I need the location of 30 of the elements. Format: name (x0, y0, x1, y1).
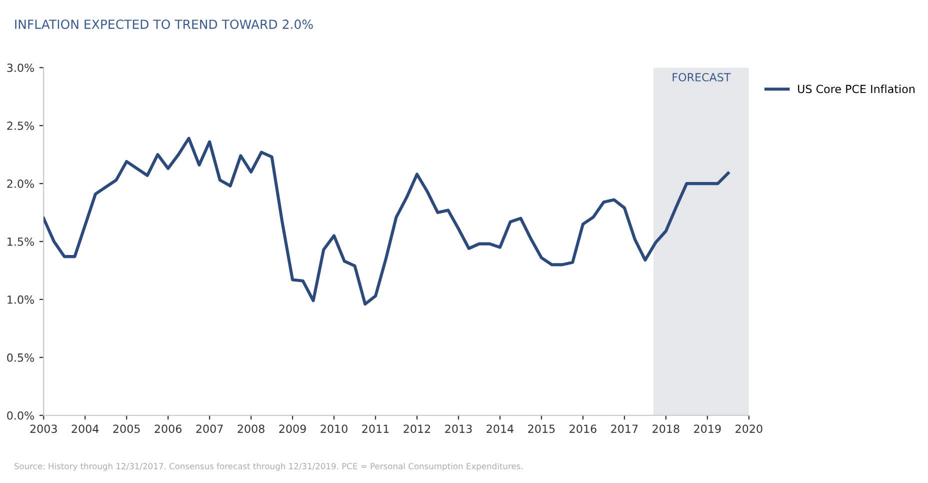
x-tick-label: 2007 (196, 424, 223, 434)
x-tick-label: 2006 (154, 424, 182, 434)
y-tick-label: 0.0% (7, 411, 34, 420)
x-tick-label: 2020 (736, 424, 762, 434)
x-tick-label: 2017 (611, 424, 638, 434)
x-tick-label: 2015 (528, 424, 555, 434)
y-tick-label: 0.5% (7, 353, 34, 362)
x-tick-label: 2011 (362, 424, 389, 434)
band-label: FORECAST (672, 73, 731, 82)
x-tick-label: 2010 (320, 424, 348, 434)
y-tick-label: 3.0% (7, 64, 34, 72)
chart-title: INFLATION EXPECTED TO TREND TOWARD 2.0% (15, 20, 313, 29)
line-series (44, 136, 730, 306)
x-tick-label: 2009 (279, 424, 306, 434)
y-tick-label: 1.0% (8, 295, 34, 304)
x-tick-label: 2004 (72, 424, 99, 434)
x-tick-label: 2013 (445, 424, 472, 434)
x-tick-label: 2005 (113, 424, 140, 434)
x-tick-label: 2018 (652, 424, 680, 434)
x-tick-label: 2016 (570, 424, 596, 434)
x-tick-label: 2014 (486, 424, 514, 434)
x-tick-label: 2019 (694, 424, 721, 434)
y-tick-label: 2.5% (7, 122, 34, 130)
source-note: Source: History through 12/31/2017. Consensus forecast through 12/31/2019. PCE = Personal Consumption Expenditures. (14, 462, 522, 471)
x-tick-label: 2008 (238, 424, 264, 434)
legend-label: US Core PCE Inflation (798, 84, 914, 94)
x-tick-label: 2012 (404, 424, 430, 434)
y-tick-label: 1.5% (8, 237, 34, 246)
y-tick-label: 2.0% (7, 180, 34, 188)
x-tick-label: 2003 (30, 424, 57, 434)
